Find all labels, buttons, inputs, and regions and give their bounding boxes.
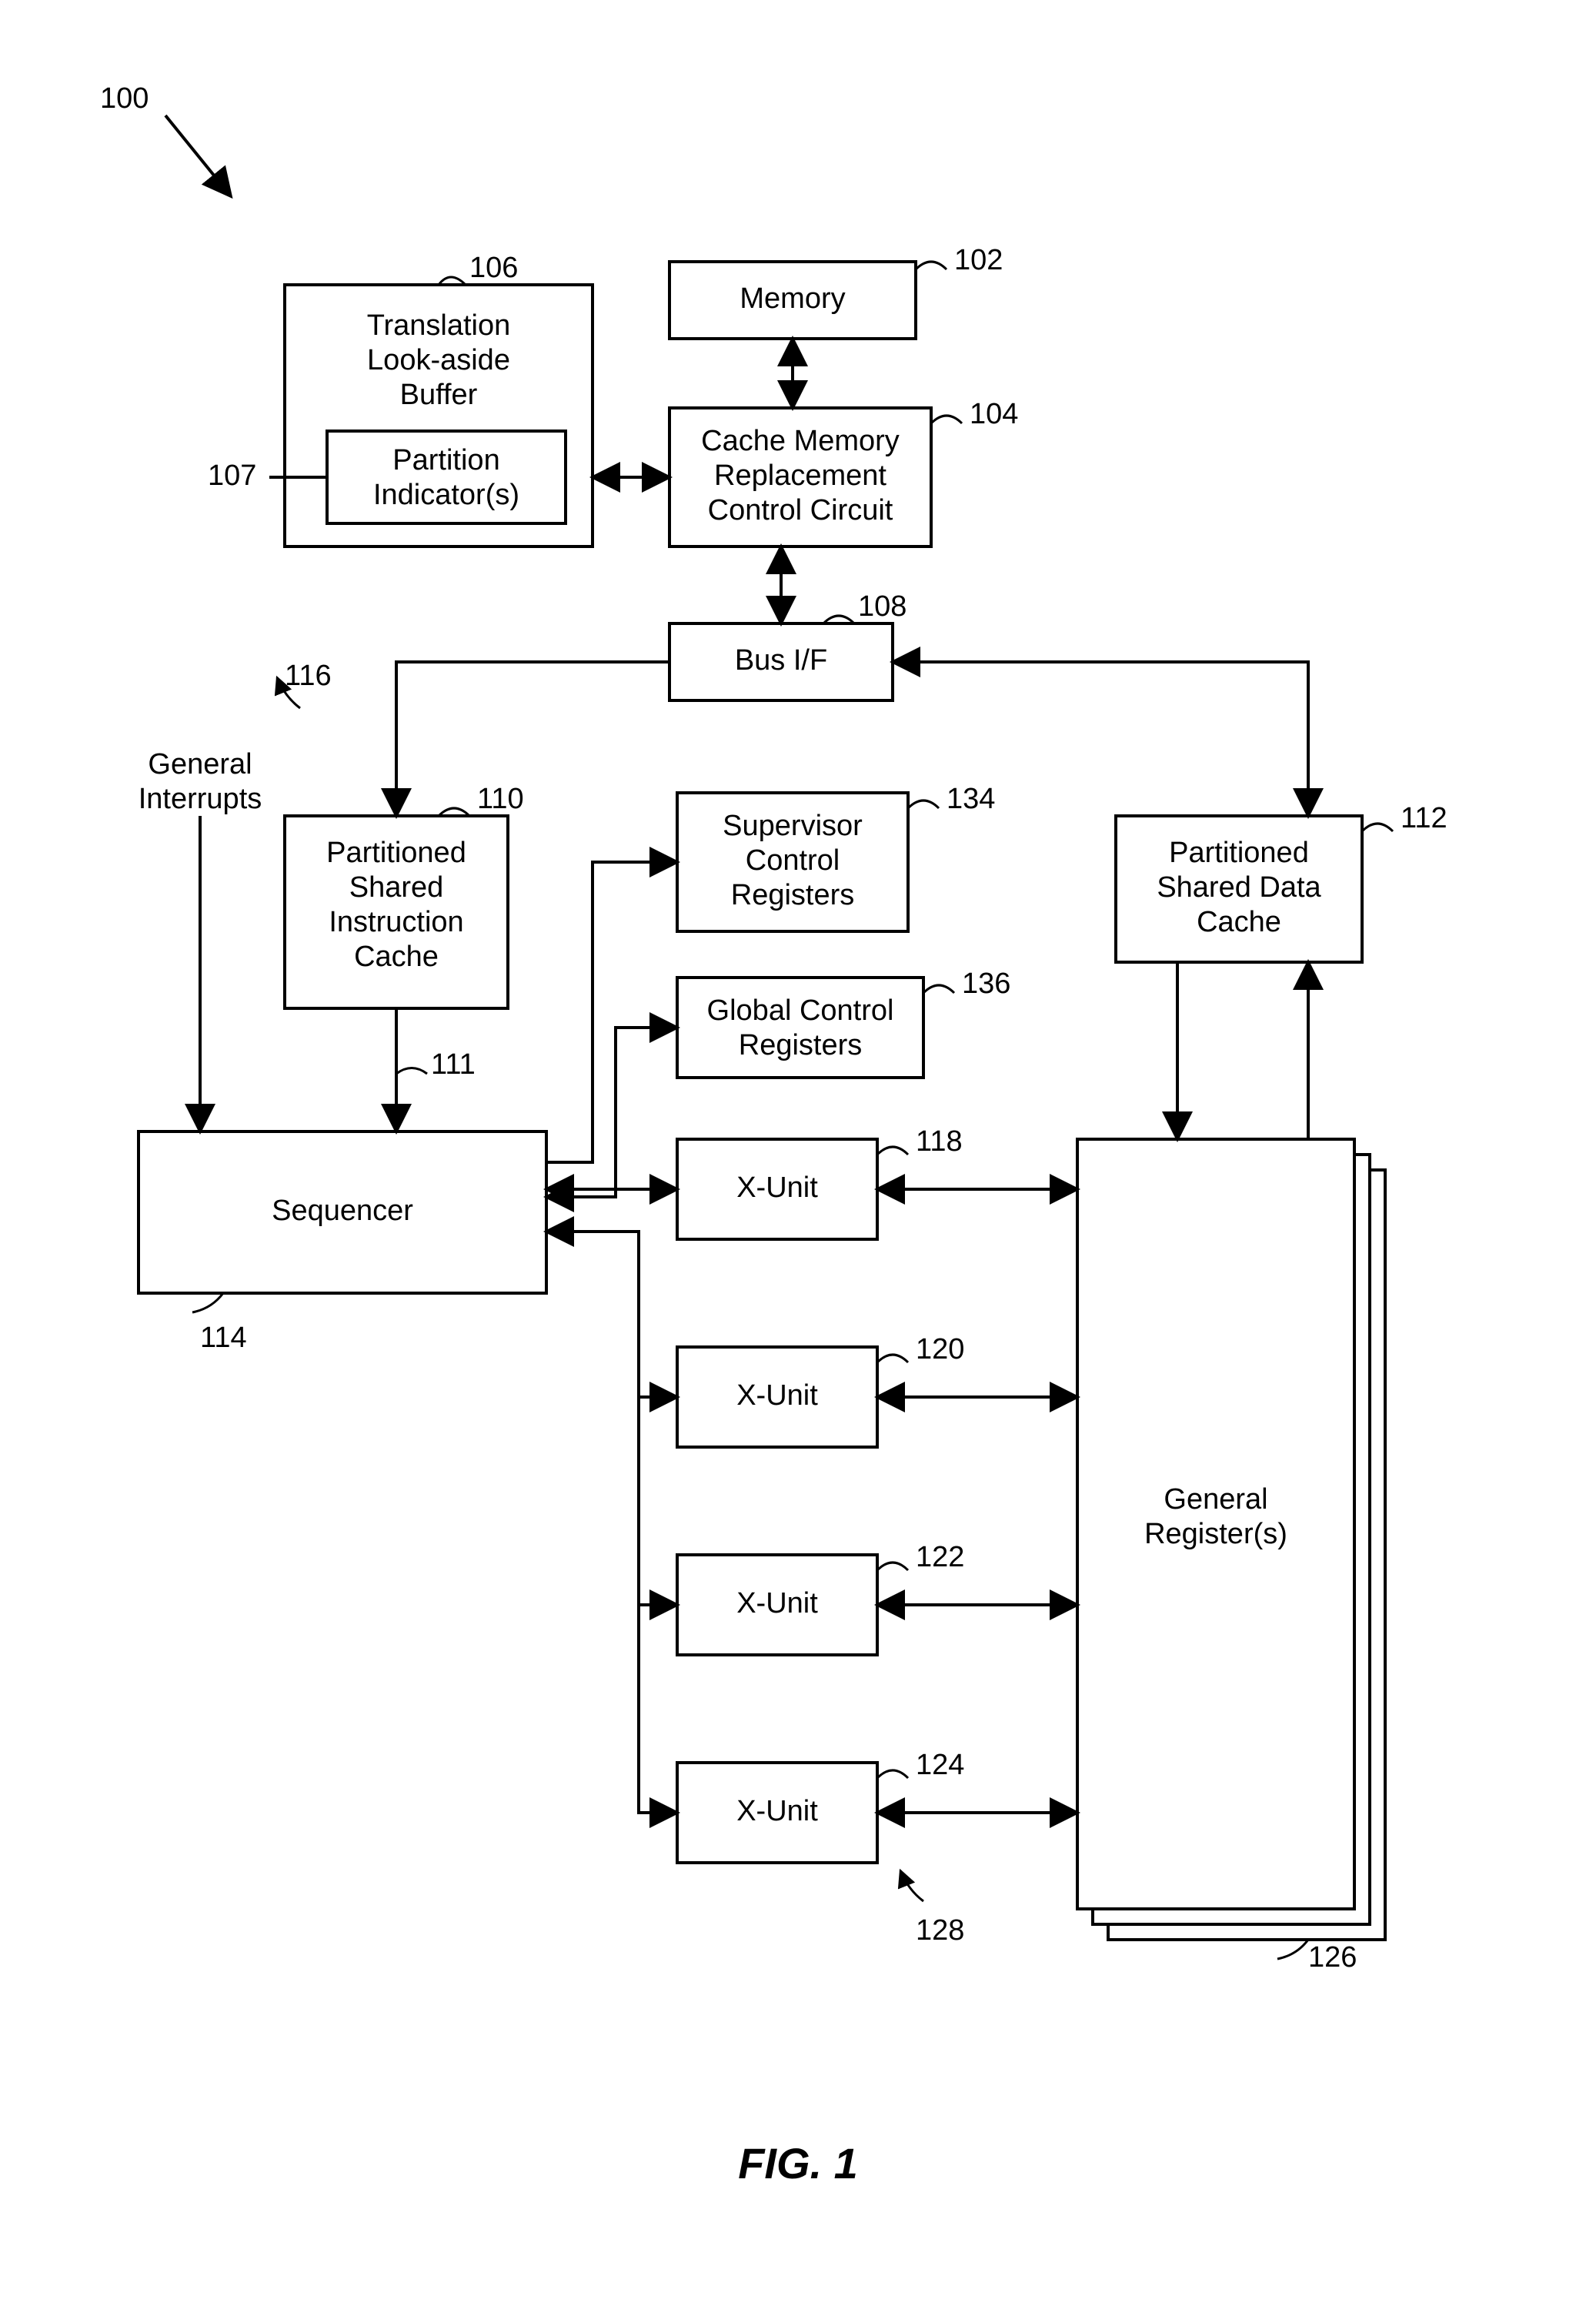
svg-text:Control: Control xyxy=(746,844,840,877)
ref-107: 107 xyxy=(208,460,256,492)
svg-text:Look-aside: Look-aside xyxy=(367,344,510,376)
svg-text:Cache: Cache xyxy=(1197,906,1281,938)
picache-box: Partitioned Shared Instruction Cache xyxy=(285,816,508,1008)
ref-110: 110 xyxy=(477,783,524,815)
ref-100: 100 xyxy=(100,82,149,115)
svg-text:Supervisor: Supervisor xyxy=(723,810,863,842)
memory-box: Memory xyxy=(669,262,916,339)
ref-126: 126 xyxy=(1308,1941,1357,1974)
ref-128: 128 xyxy=(916,1914,964,1947)
ref-114: 114 xyxy=(200,1322,247,1354)
svg-text:Instruction: Instruction xyxy=(329,906,463,938)
svg-text:X-Unit: X-Unit xyxy=(736,1587,818,1619)
ref-112: 112 xyxy=(1401,802,1447,834)
svg-text:Cache Memory: Cache Memory xyxy=(701,425,900,457)
xunit-4-box: X-Unit xyxy=(677,1763,877,1863)
ref-106: 106 xyxy=(469,252,518,284)
cmrcc-box: Cache Memory Replacement Control Circuit xyxy=(669,408,931,546)
svg-text:Control Circuit: Control Circuit xyxy=(708,494,893,526)
ref-134: 134 xyxy=(947,783,995,815)
ref-118: 118 xyxy=(916,1125,963,1158)
ref-122: 122 xyxy=(916,1541,964,1573)
ref-120: 120 xyxy=(916,1333,964,1365)
general-registers-box: General Register(s) xyxy=(1077,1139,1385,1940)
busif-box: Bus I/F xyxy=(669,623,893,700)
svg-text:Cache: Cache xyxy=(354,941,439,973)
xunit-1-box: X-Unit xyxy=(677,1139,877,1239)
svg-text:General: General xyxy=(1164,1483,1267,1516)
block-diagram: 100 Memory 102 Translation Look-aside Bu… xyxy=(0,0,1596,2313)
tlb-box: Translation Look-aside Buffer Partition … xyxy=(285,285,593,546)
scr-box: Supervisor Control Registers xyxy=(677,793,908,931)
svg-text:Sequencer: Sequencer xyxy=(272,1195,413,1227)
svg-text:Buffer: Buffer xyxy=(400,379,478,411)
svg-text:Indicator(s): Indicator(s) xyxy=(373,479,519,511)
svg-text:Translation: Translation xyxy=(367,309,511,342)
svg-text:Interrupts: Interrupts xyxy=(139,783,262,815)
svg-text:Registers: Registers xyxy=(739,1029,863,1061)
svg-text:Replacement: Replacement xyxy=(714,460,886,492)
xunit-2-box: X-Unit xyxy=(677,1347,877,1447)
svg-text:X-Unit: X-Unit xyxy=(736,1379,818,1412)
figure-title: FIG. 1 xyxy=(738,2139,858,2188)
svg-text:Partition: Partition xyxy=(392,444,499,476)
xunit-3-box: X-Unit xyxy=(677,1555,877,1655)
svg-text:Registers: Registers xyxy=(731,879,855,911)
svg-text:Memory: Memory xyxy=(740,282,845,315)
svg-text:Global Control: Global Control xyxy=(707,994,894,1027)
svg-text:X-Unit: X-Unit xyxy=(736,1172,818,1204)
sequencer-box: Sequencer xyxy=(139,1131,546,1293)
svg-text:Register(s): Register(s) xyxy=(1144,1518,1287,1550)
gen-int-label: General xyxy=(148,748,252,780)
svg-text:Bus I/F: Bus I/F xyxy=(735,644,827,677)
svg-text:Partitioned: Partitioned xyxy=(1169,837,1309,869)
svg-text:X-Unit: X-Unit xyxy=(736,1795,818,1827)
ref-108: 108 xyxy=(858,590,907,623)
svg-text:Shared Data: Shared Data xyxy=(1157,871,1321,904)
ref-116: 116 xyxy=(285,660,332,692)
svg-text:Partitioned: Partitioned xyxy=(326,837,466,869)
ref-124: 124 xyxy=(916,1749,964,1781)
ref-111: 111 xyxy=(431,1048,476,1081)
ref-136: 136 xyxy=(962,968,1010,1000)
ref-104: 104 xyxy=(970,398,1018,430)
pdcache-box: Partitioned Shared Data Cache xyxy=(1116,816,1362,962)
ref-102: 102 xyxy=(954,244,1003,276)
gcr-box: Global Control Registers xyxy=(677,978,923,1078)
svg-text:Shared: Shared xyxy=(349,871,444,904)
